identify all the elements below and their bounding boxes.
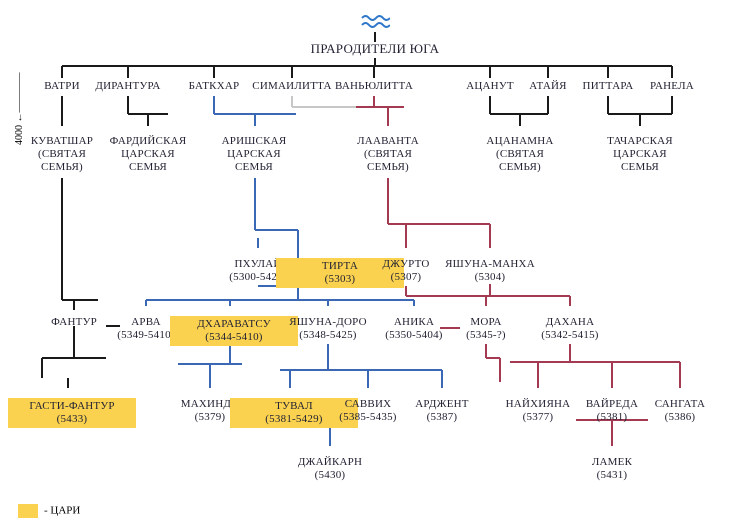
legend-swatch <box>18 504 38 518</box>
node-dahana: ДАХАНА(5342-5415) <box>510 316 630 342</box>
node-dzhaykarn: ДЖАЙКАРН(5430) <box>270 456 390 482</box>
node-sangata: САНГАТА(5386) <box>620 398 740 424</box>
node-lamek: ЛАМЕК(5431) <box>552 456 672 482</box>
node-vanyulitta: ВАНЬЮЛИТТА <box>314 80 434 93</box>
node-tacharskaya: ТАЧАРСКАЯЦАРСКАЯСЕМЬЯ <box>580 135 700 174</box>
node-ranela: РАНЕЛА <box>612 80 732 93</box>
chart-root: { "colors":{"black":"#1a1a1a","blue":"#3… <box>0 0 750 528</box>
node-atsanamna: АЦАНАМНА(СВЯТАЯСЕМЬЯ) <box>460 135 580 174</box>
node-laavanta: ЛААВАНТА(СВЯТАЯСЕМЬЯ) <box>328 135 448 174</box>
node-arishskaya: АРИШСКАЯЦАРСКАЯСЕМЬЯ <box>194 135 314 174</box>
node-gasti-fantur: ГАСТИ-ФАНТУР(5433) <box>8 398 136 428</box>
legend: - ЦАРИ <box>18 504 80 518</box>
node-yashuna-mankha: ЯШУНА-МАНХА(5304) <box>430 258 550 284</box>
legend-label: - ЦАРИ <box>44 505 80 517</box>
title: ПРАРОДИТЕЛИ ЮГА <box>280 42 470 55</box>
node-fardiyskaya: ФАРДИЙСКАЯЦАРСКАЯСЕМЬЯ <box>88 135 208 174</box>
